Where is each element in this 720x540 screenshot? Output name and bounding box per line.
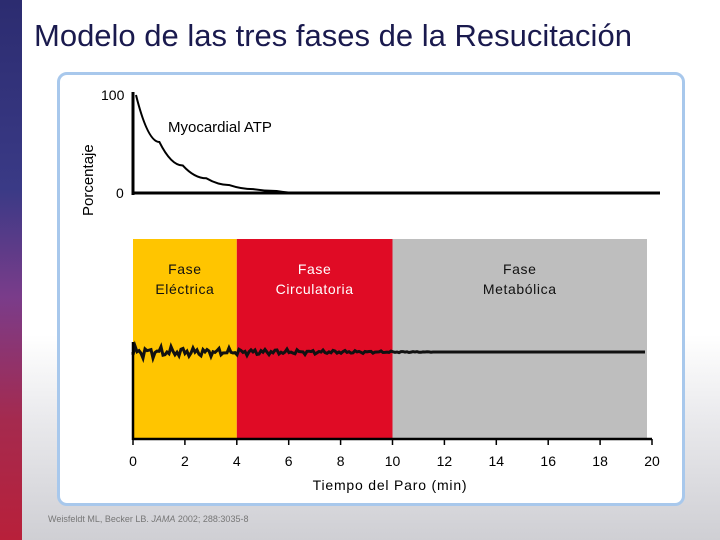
x-tick-label-4: 4 xyxy=(233,453,241,469)
x-tick-label-14: 14 xyxy=(489,453,505,469)
page-title: Modelo de las tres fases de la Resucitac… xyxy=(34,18,632,53)
x-tick-label-8: 8 xyxy=(337,453,345,469)
phase-band-1 xyxy=(133,239,237,439)
phase-band-3 xyxy=(392,239,647,439)
x-tick-label-18: 18 xyxy=(592,453,608,469)
citation: Weisfeldt ML, Becker LB. JAMA 2002; 288:… xyxy=(48,514,248,524)
y-max-label: 100 xyxy=(101,87,125,103)
x-tick-label-12: 12 xyxy=(437,453,453,469)
curve-label: Myocardial ATP xyxy=(168,119,272,136)
atp-curve xyxy=(135,94,301,194)
citation-journal: JAMA xyxy=(151,514,176,524)
x-tick-label-10: 10 xyxy=(385,453,401,469)
y-min-label: 0 xyxy=(116,185,124,201)
x-tick-label-20: 20 xyxy=(644,453,660,469)
citation-prefix: Weisfeldt ML, Becker LB. xyxy=(48,514,152,524)
phase-label-3: Fase Metabólica xyxy=(483,261,557,297)
phase-band-2 xyxy=(236,239,393,439)
x-tick-label-6: 6 xyxy=(285,453,293,469)
ecg-trace xyxy=(131,340,645,364)
phase-label-1: Fase Eléctrica xyxy=(155,261,214,297)
x-tick-label-0: 0 xyxy=(129,453,137,469)
x-axis-label: Tiempo del Paro (min) xyxy=(313,477,468,493)
citation-suffix: 2002; 288:3035-8 xyxy=(175,514,249,524)
x-tick-label-2: 2 xyxy=(181,453,189,469)
phase-label-2: Fase Circulatoria xyxy=(276,261,354,297)
y-axis-label: Porcentaje xyxy=(80,144,97,216)
sidebar-accent xyxy=(0,0,22,540)
x-tick-label-16: 16 xyxy=(540,453,556,469)
